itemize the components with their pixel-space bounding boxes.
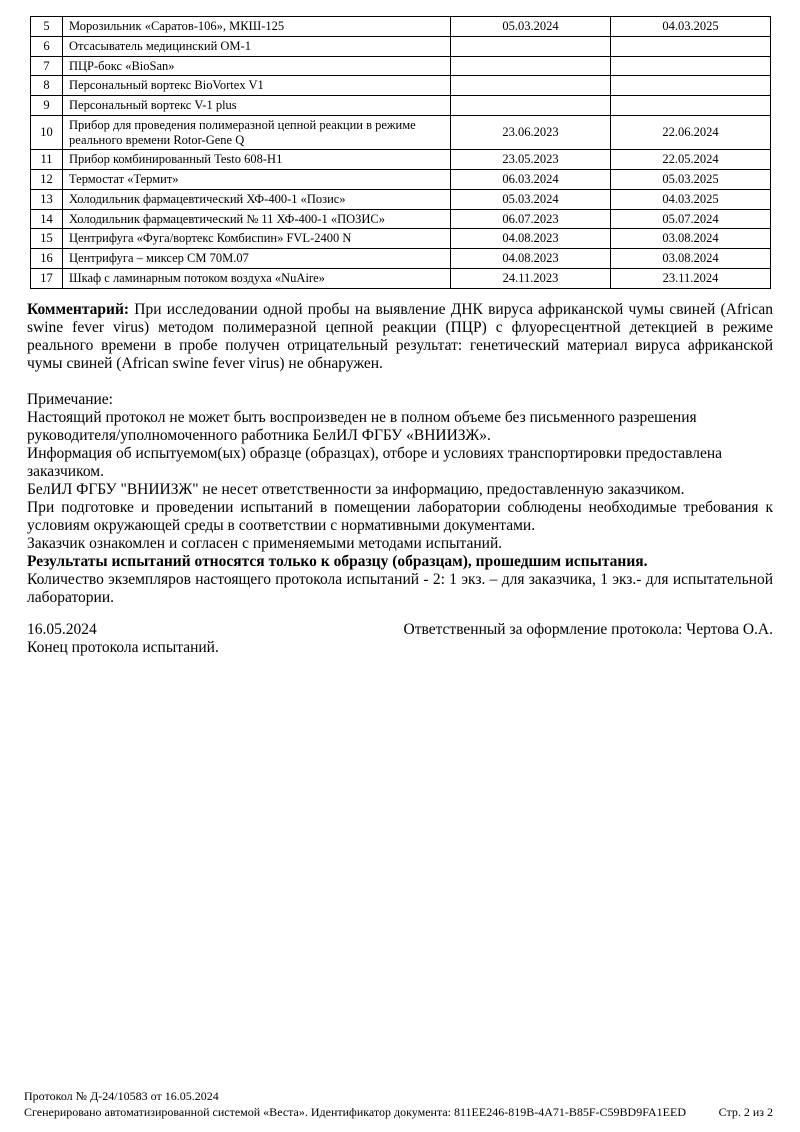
comment-paragraph: Комментарий: При исследовании одной проб… (27, 301, 773, 373)
date-column-2: 05.07.2024 (610, 208, 771, 230)
date-column-2: 04.03.2025 (610, 188, 771, 210)
row-number: 14 (30, 208, 63, 230)
equipment-table-body: 5 Морозильник «Саратов-106», МКШ-125 05.03… (30, 16, 771, 289)
footer-page-number: Стр. 2 из 2 (718, 1105, 773, 1119)
note-paragraph: Информация об испытуемом(ых) образце (об… (27, 444, 723, 480)
notes-label: Примечание: (27, 390, 113, 408)
equipment-name: Отсасыватель медицинский ОМ-1 (62, 35, 451, 57)
equipment-name: Прибор для проведения полимеразной цепно… (62, 114, 451, 151)
row-number: 7 (30, 55, 63, 77)
date-column-2: 23.11.2024 (610, 267, 771, 289)
equipment-row: 7 ПЦР-бокс «BioSan» (30, 55, 771, 77)
equipment-table: 5 Морозильник «Саратов-106», МКШ-125 05.03… (30, 16, 771, 289)
equipment-name: Персональный вортекс V-1 plus (62, 95, 451, 116)
date-column-2: 22.06.2024 (610, 114, 771, 151)
protocol-date: 16.05.2024 (27, 620, 97, 638)
equipment-row: 6 Отсасыватель медицинский ОМ-1 (30, 35, 771, 57)
note-paragraph: Результаты испытаний относятся только к … (27, 552, 648, 570)
document-content: 5 Морозильник «Саратов-106», МКШ-125 05.03… (27, 16, 773, 656)
row-number: 5 (30, 16, 63, 37)
date-column-2 (610, 95, 771, 116)
date-column-2 (610, 35, 771, 57)
date-column-2 (610, 75, 771, 96)
row-number: 11 (30, 149, 63, 170)
footer-generated-line: Сгенерировано автоматизированной системо… (24, 1105, 686, 1119)
footer-protocol-line: Протокол № Д-24/10583 от 16.05.2024 (24, 1089, 219, 1103)
notes-body: Настоящий протокол не может быть воспрои… (27, 409, 773, 607)
date-column-1: 24.11.2023 (450, 267, 611, 289)
notes-section: Примечание: Настоящий протокол не может … (27, 391, 773, 607)
equipment-name: ПЦР-бокс «BioSan» (62, 55, 451, 77)
equipment-name: Центрифуга – миксер СМ 70М.07 (62, 248, 451, 269)
date-column-1: 04.08.2023 (450, 228, 611, 249)
date-column-1: 05.03.2024 (450, 188, 611, 210)
equipment-name: Термостат «Термит» (62, 169, 451, 190)
note-paragraph: Заказчик ознакомлен и согласен с применя… (27, 534, 503, 552)
equipment-name: Прибор комбинированный Testo 608-H1 (62, 149, 451, 170)
date-column-1: 23.05.2023 (450, 149, 611, 170)
note-paragraph: БелИЛ ФГБУ "ВНИИЗЖ" не несет ответственн… (27, 480, 685, 498)
row-number: 15 (30, 228, 63, 249)
equipment-row: 14 Холодильник фармацевтический № 11 ХФ-4… (30, 208, 771, 230)
row-number: 13 (30, 188, 63, 210)
row-number: 10 (30, 114, 63, 151)
date-column-2: 03.08.2024 (610, 248, 771, 269)
note-paragraph: Настоящий протокол не может быть воспрои… (27, 408, 697, 444)
row-number: 17 (30, 267, 63, 289)
responsible-person: Ответственный за оформление протокола: Ч… (403, 620, 774, 638)
date-column-1 (450, 55, 611, 77)
page-footer: Протокол № Д-24/10583 от 16.05.2024 Сген… (24, 1088, 773, 1120)
date-column-2: 03.08.2024 (610, 228, 771, 249)
signature-row: 16.05.2024 Ответственный за оформление п… (27, 621, 773, 639)
comment-text: При исследовании одной пробы на выявлени… (27, 300, 773, 372)
equipment-name: Холодильник фармацевтический № 11 ХФ-400… (62, 208, 451, 230)
row-number: 12 (30, 169, 63, 190)
note-paragraph: При подготовке и проведении испытаний в … (27, 498, 773, 534)
equipment-row: 8 Персональный вортекс BioVortex V1 (30, 75, 771, 96)
row-number: 16 (30, 248, 63, 269)
date-column-2: 22.05.2024 (610, 149, 771, 170)
equipment-row: 9 Персональный вортекс V-1 plus (30, 95, 771, 116)
date-column-2 (610, 55, 771, 77)
row-number: 8 (30, 75, 63, 96)
equipment-row: 12 Термостат «Термит» 06.03.2024 05.03.2025 (30, 169, 771, 190)
equipment-name: Холодильник фармацевтический ХФ-400-1 «П… (62, 188, 451, 210)
equipment-row: 15 Центрифуга «Фуга/вортекс Комбиспин» FV… (30, 228, 771, 249)
equipment-row: 17 Шкаф с ламинарным потоком воздуха «NuA… (30, 267, 771, 289)
equipment-name: Персональный вортекс BioVortex V1 (62, 75, 451, 96)
note-paragraph: Количество экземпляров настоящего проток… (27, 570, 773, 606)
date-column-1: 06.03.2024 (450, 169, 611, 190)
date-column-2: 05.03.2025 (610, 169, 771, 190)
equipment-row: 16 Центрифуга – миксер СМ 70М.07 04.08.202… (30, 248, 771, 269)
row-number: 6 (30, 35, 63, 57)
date-column-1: 05.03.2024 (450, 16, 611, 37)
equipment-row: 11 Прибор комбинированный Testo 608-H1 23.… (30, 149, 771, 170)
end-of-protocol-line: Конец протокола испытаний. (27, 638, 219, 656)
date-column-1 (450, 35, 611, 57)
equipment-name: Морозильник «Саратов-106», МКШ-125 (62, 16, 451, 37)
date-column-1: 04.08.2023 (450, 248, 611, 269)
equipment-row: 10 Прибор для проведения полимеразной цеп… (30, 114, 771, 151)
equipment-row: 5 Морозильник «Саратов-106», МКШ-125 05.03… (30, 16, 771, 37)
date-column-1 (450, 75, 611, 96)
comment-label: Комментарий: (27, 300, 130, 318)
date-column-2: 04.03.2025 (610, 16, 771, 37)
equipment-name: Центрифуга «Фуга/вортекс Комбиспин» FVL-… (62, 228, 451, 249)
footer-generated-row: Сгенерировано автоматизированной системо… (24, 1104, 773, 1120)
equipment-name: Шкаф с ламинарным потоком воздуха «NuAir… (62, 267, 451, 289)
date-column-1: 06.07.2023 (450, 208, 611, 230)
row-number: 9 (30, 95, 63, 116)
date-column-1: 23.06.2023 (450, 114, 611, 151)
date-column-1 (450, 95, 611, 116)
equipment-row: 13 Холодильник фармацевтический ХФ-400-1 … (30, 188, 771, 210)
